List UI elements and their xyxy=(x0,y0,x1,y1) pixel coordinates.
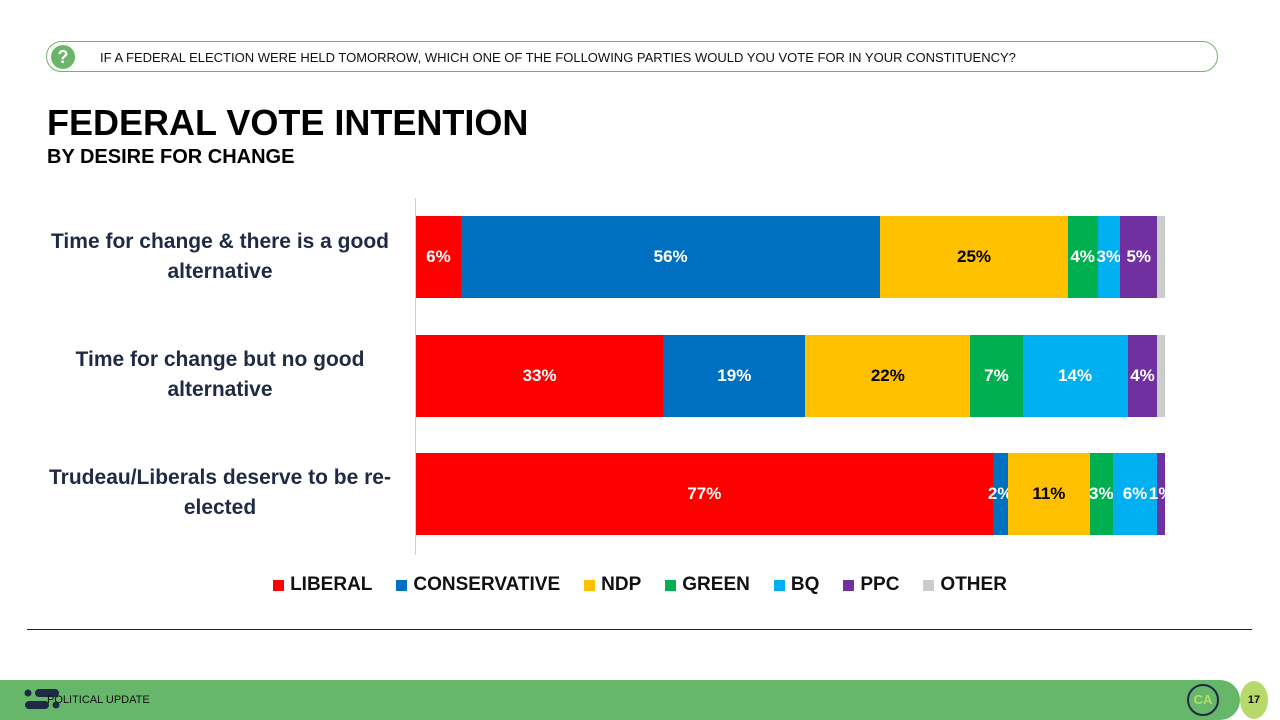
legend-swatch xyxy=(273,579,285,591)
legend-item: NDP xyxy=(584,574,641,596)
bar-segment-liberal: 77% xyxy=(416,453,993,535)
bar-row: 6% 56% 25% 4% 3% 5% xyxy=(416,216,1165,298)
question-text: IF A FEDERAL ELECTION WERE HELD TOMORROW… xyxy=(100,50,1016,65)
bar-row: 33% 19% 22% 7% 14% 4% xyxy=(416,335,1165,417)
bar-row: 77% 2% 11% 3% 6% 1% xyxy=(416,453,1174,535)
legend-swatch xyxy=(843,579,855,591)
legend-label: LIBERAL xyxy=(290,574,373,595)
bar-segment-other xyxy=(1157,216,1165,298)
footer-label: POLITICAL UPDATE xyxy=(47,694,150,706)
bar-segment-liberal: 6% xyxy=(416,216,461,298)
category-label: Time for change but no good alternative xyxy=(75,348,365,401)
legend-item: OTHER xyxy=(923,574,1007,596)
category-label: Trudeau/Liberals deserve to be re-electe… xyxy=(49,466,391,519)
bar-segment-conservative: 2% xyxy=(988,453,1013,535)
legend-item: LIBERAL xyxy=(273,574,372,596)
bar-segment-ppc: 1% xyxy=(1149,453,1174,535)
legend-label: BQ xyxy=(790,574,820,595)
bar-segment-ndp: 25% xyxy=(880,216,1068,298)
category-label: Time for change & there is a good altern… xyxy=(50,230,389,283)
legend-swatch xyxy=(584,579,596,591)
legend-label: NDP xyxy=(601,574,642,595)
bar-segment-ndp: 22% xyxy=(805,335,971,417)
legend-label: CONSERVATIVE xyxy=(413,574,561,595)
bar-segment-ppc: 5% xyxy=(1120,216,1158,298)
y-axis-line xyxy=(415,198,416,555)
legend-item: PPC xyxy=(843,574,899,596)
page-number: 17 xyxy=(1240,681,1268,719)
bar-segment-ndp: 11% xyxy=(1007,453,1091,535)
question-banner xyxy=(46,41,1218,72)
bar-segment-green: 7% xyxy=(970,335,1023,417)
divider xyxy=(27,629,1252,630)
legend-item: GREEN xyxy=(665,574,750,596)
legend-label: PPC xyxy=(860,574,900,595)
bar-segment-bq: 6% xyxy=(1112,453,1158,535)
bar-segment-ppc: 4% xyxy=(1127,335,1158,417)
bar-segment-bq: 3% xyxy=(1097,216,1121,298)
legend-label: GREEN xyxy=(682,574,750,595)
footer-bar xyxy=(0,680,1240,720)
chart-title: FEDERAL VOTE INTENTION xyxy=(47,102,529,143)
bar-segment-green: 4% xyxy=(1067,216,1098,298)
bar-segment-liberal: 33% xyxy=(416,335,664,417)
legend-swatch xyxy=(665,579,677,591)
legend-swatch xyxy=(773,579,785,591)
logo: CA xyxy=(1187,684,1219,716)
bar-segment-conservative: 19% xyxy=(663,335,806,417)
legend-swatch xyxy=(396,579,408,591)
bar-segment-green: 3% xyxy=(1089,453,1114,535)
bar-segment-conservative: 56% xyxy=(460,216,881,298)
brand-mark-icon xyxy=(24,689,60,709)
legend-item: BQ xyxy=(773,574,820,596)
chart-subtitle: BY DESIRE FOR CHANGE xyxy=(47,146,295,168)
bar-segment-bq: 14% xyxy=(1022,335,1128,417)
legend: LIBERAL CONSERVATIVE NDP GREEN BQ PPC OTHER xyxy=(0,574,1280,596)
bar-segment-other xyxy=(1157,335,1165,417)
legend-item: CONSERVATIVE xyxy=(396,574,560,596)
question-mark-icon: ? xyxy=(49,43,77,71)
legend-swatch xyxy=(923,579,935,591)
legend-label: OTHER xyxy=(940,574,1007,595)
